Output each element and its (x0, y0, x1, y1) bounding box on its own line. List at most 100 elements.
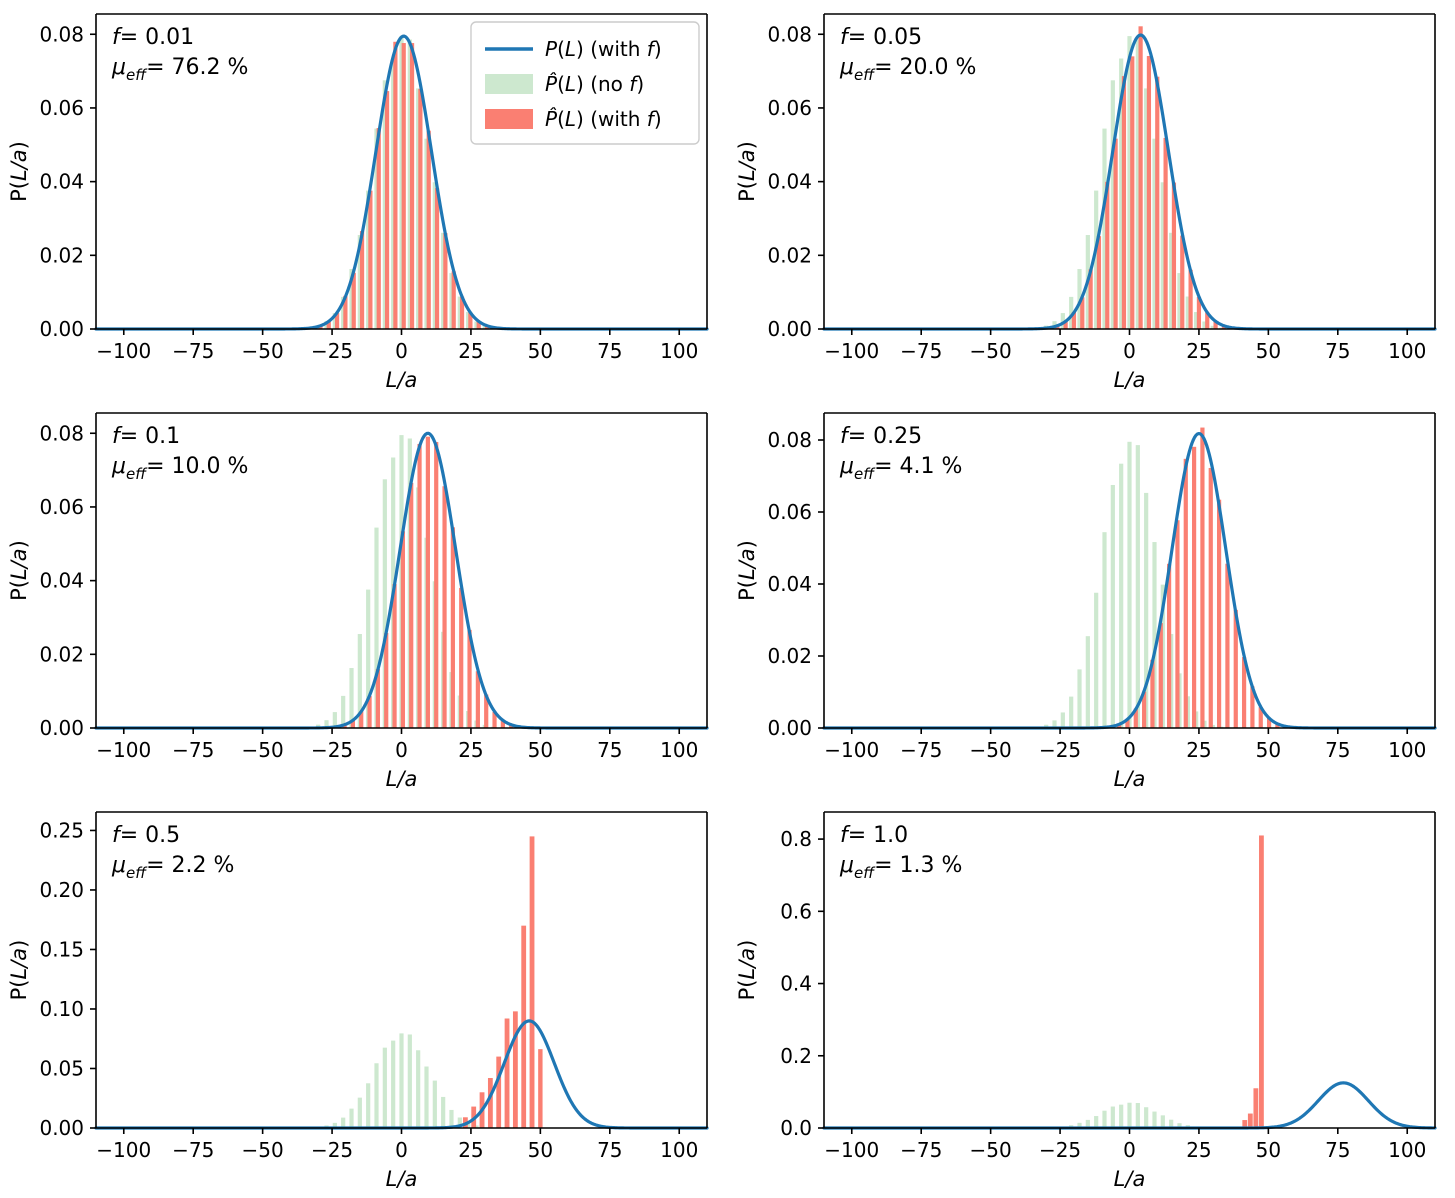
y-tick-label: 0.02 (39, 642, 84, 666)
x-tick-label: 25 (458, 738, 483, 762)
chart-panel-5: −100 −75 −50 −25 0 25 50 75 100 L/a 0.00 0.05 0.10 0.… (0, 798, 727, 1198)
histogram-no-f (1035, 36, 1224, 330)
y-tick-label: 0.15 (39, 937, 84, 961)
x-tick-label: −50 (970, 738, 1012, 762)
x-tick-label: 50 (528, 1138, 553, 1162)
x-axis: −100 −75 −50 −25 0 25 50 75 100 L/a (96, 1128, 698, 1191)
x-tick-label: 0 (395, 738, 408, 762)
annotation-f-value: f= 0.05 (840, 25, 922, 50)
x-tick-label: 0 (1123, 1138, 1136, 1162)
y-axis: 0.00 0.02 0.04 0.06 0.08 P(L/a) (735, 428, 824, 740)
x-tick-label: 25 (1186, 1138, 1211, 1162)
y-tick-label: 0.05 (39, 1056, 84, 1080)
x-tick-label: 50 (528, 738, 553, 762)
annotation-mu-eff: μeff= 1.3 % (839, 853, 962, 882)
x-tick-label: −75 (900, 339, 942, 363)
x-tick-label: −75 (900, 738, 942, 762)
x-axis: −100 −75 −50 −25 0 25 50 75 100 L/a (96, 728, 698, 791)
x-tick-label: 100 (1388, 1138, 1426, 1162)
legend: P(L) (with f) P̂(L) (no f) P̂(L) (with f) (470, 21, 700, 145)
axes-spines (823, 13, 1436, 330)
chart-panel-1: −100 −75 −50 −25 0 25 50 75 100 L/a 0.00 0.02 0.04 0.… (0, 0, 727, 399)
axes-spines (823, 811, 1436, 1129)
annotation-f-value: f= 1.0 (840, 823, 908, 848)
y-axis-label: P(L/a) (7, 540, 31, 601)
panel-annotation: f= 0.5 μeff= 2.2 % (111, 823, 234, 882)
y-axis: 0.00 0.02 0.04 0.06 0.08 P(L/a) (7, 421, 96, 740)
y-tick-label: 0.06 (767, 500, 812, 524)
x-tick-label: 100 (660, 738, 698, 762)
y-tick-label: 0.08 (39, 22, 84, 46)
legend-swatch-patch (485, 74, 533, 94)
x-tick-label: −75 (172, 738, 214, 762)
axes-spines (95, 811, 708, 1129)
y-tick-label: 0.02 (767, 644, 812, 668)
histogram-no-f (1060, 1102, 1199, 1128)
y-tick-label: 0.02 (767, 243, 812, 267)
x-tick-label: −100 (824, 1138, 879, 1162)
y-tick-label: 0.08 (767, 22, 812, 46)
x-tick-label: 25 (1186, 339, 1211, 363)
y-tick-label: 0.04 (39, 170, 84, 194)
y-tick-label: 0.20 (39, 878, 84, 902)
y-tick-label: 0.06 (39, 96, 84, 120)
annotation-f-value: f= 0.5 (112, 823, 180, 848)
x-tick-label: 50 (1256, 1138, 1281, 1162)
x-tick-label: −75 (172, 1138, 214, 1162)
x-tick-label: −25 (1039, 1138, 1081, 1162)
annotation-mu-eff: μeff= 2.2 % (111, 853, 234, 882)
x-axis: −100 −75 −50 −25 0 25 50 75 100 L/a (824, 1128, 1426, 1191)
x-tick-label: −100 (96, 738, 151, 762)
y-tick-label: 0.08 (39, 421, 84, 445)
y-tick-label: 0.00 (767, 317, 812, 341)
annotation-mu-eff: μeff= 4.1 % (839, 454, 962, 483)
x-tick-label: −50 (242, 1138, 284, 1162)
histogram-with-f (1046, 26, 1235, 330)
chart-panel-3: −100 −75 −50 −25 0 25 50 75 100 L/a 0.00 0.02 0.04 0.… (0, 399, 727, 798)
y-tick-label: 0.04 (767, 572, 812, 596)
y-tick-label: 0.0 (780, 1116, 812, 1140)
x-tick-label: −50 (242, 339, 284, 363)
legend-label: P̂(L) (no f) (545, 72, 644, 96)
x-tick-label: 0 (1123, 339, 1136, 363)
y-axis: 0.0 0.2 0.4 0.6 0.8 P(L/a) (735, 827, 824, 1140)
x-tick-label: −100 (96, 1138, 151, 1162)
x-tick-label: −25 (311, 738, 353, 762)
x-axis-label: L/a (1114, 1167, 1146, 1191)
x-tick-label: 25 (1186, 738, 1211, 762)
x-tick-label: −75 (172, 339, 214, 363)
x-tick-label: 75 (597, 339, 622, 363)
annotation-mu-eff: μeff= 20.0 % (839, 55, 976, 84)
histogram-with-f (309, 41, 498, 330)
x-tick-label: −100 (824, 738, 879, 762)
y-tick-label: 0.00 (767, 716, 812, 740)
y-axis: 0.00 0.02 0.04 0.06 0.08 P(L/a) (7, 22, 96, 341)
histogram-with-f (1242, 835, 1264, 1128)
histogram-with-f (462, 836, 543, 1128)
y-tick-label: 0.25 (39, 818, 84, 842)
x-tick-label: −25 (311, 339, 353, 363)
x-tick-label: 0 (1123, 738, 1136, 762)
histogram-no-f (307, 36, 496, 330)
y-axis-label: P(L/a) (7, 141, 31, 202)
x-tick-label: 0 (395, 339, 408, 363)
legend-label: P(L) (with f) (545, 37, 662, 61)
x-tick-label: 75 (1325, 339, 1350, 363)
x-axis: −100 −75 −50 −25 0 25 50 75 100 L/a (824, 728, 1426, 791)
annotation-f-value: f= 0.25 (840, 424, 922, 449)
chart-panel-4: −100 −75 −50 −25 0 25 50 75 100 L/a 0.00 0.02 0.04 0.… (728, 399, 1455, 798)
x-tick-label: −25 (311, 1138, 353, 1162)
panel-annotation: f= 1.0 μeff= 1.3 % (839, 823, 962, 882)
y-tick-label: 0.00 (39, 1116, 84, 1140)
y-tick-label: 0.6 (780, 899, 812, 923)
y-tick-label: 0.02 (39, 243, 84, 267)
x-tick-label: 100 (660, 1138, 698, 1162)
x-tick-label: 100 (1388, 339, 1426, 363)
y-tick-label: 0.2 (780, 1044, 812, 1068)
y-tick-label: 0.06 (767, 96, 812, 120)
histogram-with-f (1108, 427, 1288, 728)
y-axis-label: P(L/a) (735, 540, 759, 601)
x-tick-label: −100 (96, 339, 151, 363)
x-axis-label: L/a (386, 767, 418, 791)
x-axis-label: L/a (1114, 368, 1146, 392)
